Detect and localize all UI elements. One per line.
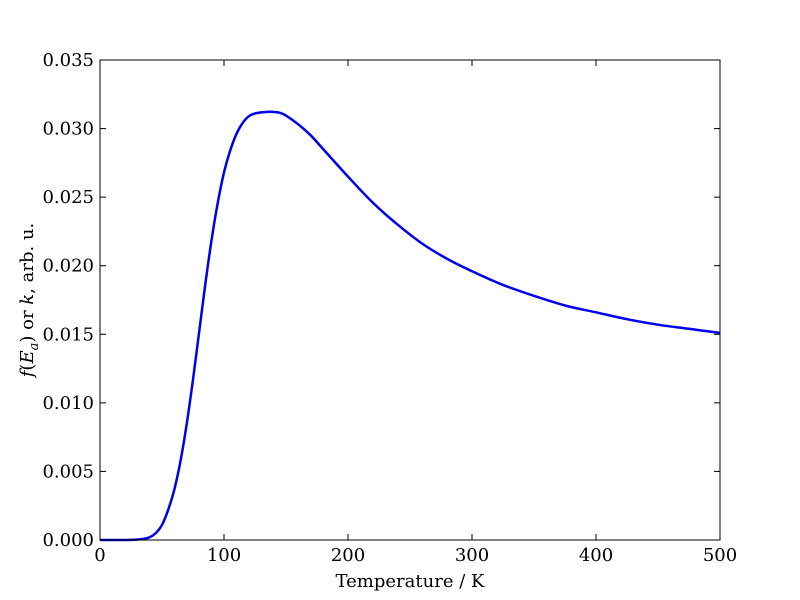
x-tick-label: 0: [94, 545, 105, 566]
x-tick-label: 300: [455, 545, 489, 566]
x-tick-label: 200: [331, 545, 365, 566]
y-axis-label-k: k: [17, 294, 38, 305]
x-tick-label: 500: [703, 545, 737, 566]
y-tick-label: 0.020: [42, 256, 94, 277]
y-axis-label-subscript: a: [27, 343, 42, 351]
y-axis-label-open: (: [17, 364, 38, 371]
y-tick-label: 0.015: [42, 324, 94, 345]
plot-frame: [99, 59, 721, 541]
y-axis-label-E: E: [17, 350, 38, 364]
y-tick-label: 0.005: [42, 461, 94, 482]
y-axis-label: f(Ea) or k, arb. u.: [17, 223, 42, 380]
x-tick-label: 400: [579, 545, 613, 566]
x-axis-label: Temperature / K: [336, 571, 485, 592]
y-tick-label: 0.010: [42, 393, 94, 414]
y-axis-label-rest: , arb. u.: [17, 223, 38, 294]
x-tick-label: 100: [207, 545, 241, 566]
y-tick-label: 0.030: [42, 119, 94, 140]
y-axis-label-close: ): [17, 336, 38, 343]
y-tick-label: 0.000: [42, 530, 94, 551]
axis-tick-labels: 0 100 200 300 400 500 0.000 0.005 0.010 0.015 0.02…: [42, 50, 737, 566]
y-tick-label: 0.025: [42, 187, 94, 208]
svg-text:f(Ea) or k, arb. u.: f(Ea) or k, arb. u.: [17, 223, 42, 380]
y-tick-label: 0.035: [42, 50, 94, 71]
y-axis-label-or: or: [17, 305, 38, 336]
series-line: [99, 110, 721, 542]
